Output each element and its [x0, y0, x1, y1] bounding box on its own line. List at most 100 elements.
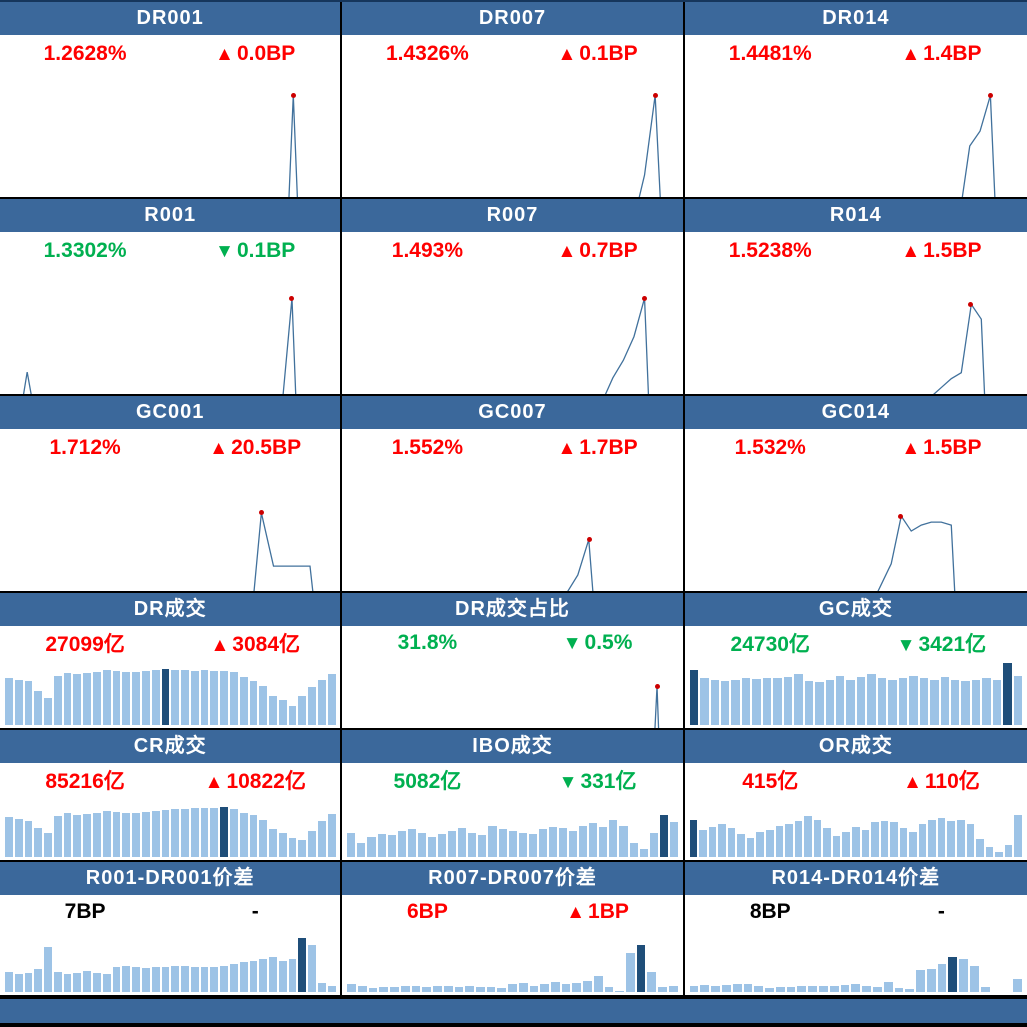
- bar: [639, 848, 648, 857]
- panel-r007-dr007-spread: R007-DR007价差 6BP ▲ 1BP: [342, 862, 685, 997]
- volume-stat: 27099亿 ▲ 3084亿: [0, 626, 340, 660]
- bar: [950, 679, 960, 725]
- bar: [171, 965, 180, 992]
- bar: [220, 671, 228, 725]
- bar: [44, 946, 52, 992]
- bar: [813, 819, 822, 857]
- bar-chart: [342, 929, 682, 995]
- bar: [899, 828, 908, 857]
- bar: [851, 984, 861, 992]
- bar: [5, 678, 13, 725]
- bar: [909, 831, 917, 857]
- bar: [699, 830, 707, 857]
- bar: [44, 697, 52, 725]
- panel-title: R001-DR001价差: [0, 862, 341, 895]
- volume-stat-change: ▼ 3421亿: [856, 628, 1027, 658]
- bar: [689, 670, 699, 725]
- bar: [1004, 845, 1013, 857]
- bar: [721, 680, 730, 725]
- bar: [454, 986, 464, 992]
- volume-stat-change: ▲ 3084亿: [170, 628, 340, 658]
- up-triangle-icon: ▲: [901, 438, 921, 459]
- rate-stat-change: ▲ 1.4BP: [856, 42, 1027, 66]
- bar: [689, 819, 698, 857]
- bar: [34, 828, 43, 857]
- bar: [269, 957, 277, 992]
- bar: [737, 834, 745, 857]
- bar: [259, 959, 268, 992]
- bar: [269, 696, 277, 725]
- bar: [659, 815, 668, 857]
- bar: [93, 671, 101, 725]
- sparkline-chart: [348, 464, 676, 593]
- panel-title: GC001: [0, 396, 341, 429]
- bar: [368, 988, 378, 992]
- bar: [278, 960, 287, 992]
- bar: [249, 680, 258, 725]
- line-chart: [348, 661, 676, 730]
- bar: [278, 833, 287, 857]
- bar: [710, 679, 720, 725]
- bar: [980, 986, 990, 992]
- panel-dr-volume-share: DR成交占比 31.8% ▼ 0.5%: [342, 593, 685, 730]
- up-triangle-icon: ▲: [903, 772, 922, 793]
- peak-dot-icon: [652, 92, 658, 98]
- panel-title: R007: [342, 199, 683, 232]
- bar: [327, 813, 336, 857]
- bar: [112, 671, 121, 725]
- rate-stat-change-text: 20.5BP: [231, 436, 302, 459]
- bar: [832, 836, 841, 857]
- bar: [773, 678, 782, 725]
- down-triangle-icon: ▼: [558, 772, 578, 793]
- bar: [883, 981, 893, 992]
- bar: [872, 986, 882, 992]
- bar: [220, 965, 228, 992]
- bar-chart: [0, 929, 340, 995]
- bar-chart: [685, 929, 1027, 995]
- bar: [93, 812, 101, 857]
- peak-dot-icon: [987, 92, 993, 98]
- bar: [298, 696, 307, 725]
- bar: [318, 679, 326, 725]
- up-triangle-icon: ▲: [209, 438, 229, 459]
- volume-stat-change-text: 3084亿: [232, 633, 300, 656]
- spread-stat-change: -: [856, 900, 1027, 924]
- rate-stat: 1.493% ▲ 0.7BP: [342, 236, 682, 266]
- bar: [540, 984, 549, 992]
- volume-stat-value: 85216亿: [45, 770, 125, 793]
- bar: [122, 965, 131, 992]
- down-triangle-icon: ▼: [215, 241, 234, 262]
- panel-or-volume: OR成交 415亿 ▲ 110亿: [684, 730, 1027, 862]
- rate-stat-change-text: 1.5BP: [923, 239, 982, 262]
- bar: [508, 984, 517, 992]
- bar: [367, 837, 376, 857]
- panel-title: DR007: [342, 2, 683, 35]
- volume-stat: 24730亿 ▼ 3421亿: [685, 626, 1027, 660]
- bar: [861, 830, 870, 857]
- bar: [5, 971, 13, 992]
- panel-r001-dr001-spread: R001-DR001价差 7BP -: [0, 862, 343, 997]
- rate-stat-value: 1.2628%: [43, 42, 127, 65]
- bar: [83, 673, 92, 725]
- bar: [746, 837, 755, 857]
- bar: [518, 983, 528, 992]
- bar: [141, 968, 150, 992]
- bar: [44, 833, 52, 857]
- bar: [794, 821, 803, 857]
- bar: [785, 824, 793, 857]
- bar: [888, 679, 897, 725]
- bar: [894, 988, 904, 992]
- sparkline-chart: [691, 464, 1021, 593]
- bar: [200, 807, 209, 857]
- rate-stat-change: ▲ 0.7BP: [512, 239, 682, 263]
- bar: [151, 967, 160, 992]
- rate-stat-change-text: 0.7BP: [579, 239, 638, 262]
- rate-stat-change: ▲ 0.1BP: [512, 42, 682, 66]
- peak-dot-icon: [642, 295, 648, 301]
- rate-stat: 1.2628% ▲ 0.0BP: [0, 39, 340, 69]
- spread-stat-value: 8BP: [749, 900, 791, 923]
- bar: [347, 833, 356, 857]
- bar: [475, 986, 485, 992]
